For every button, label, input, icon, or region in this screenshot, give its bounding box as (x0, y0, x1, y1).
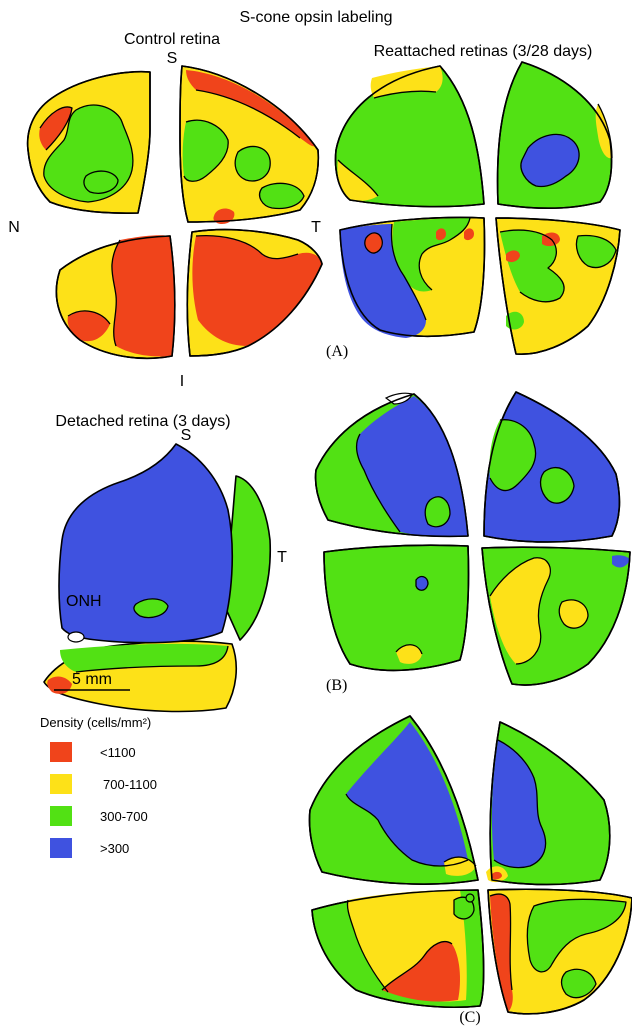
reattached-c-petal-bottom-right (487, 888, 632, 1015)
reattached-c-petal-bottom-left (311, 889, 485, 1008)
reattached-retina-a-map (334, 61, 621, 355)
legend-label-blue: >300 (100, 841, 129, 856)
onh-label: ONH (66, 593, 102, 610)
control-petal-top-right (179, 65, 320, 224)
reattached-b-petal-bottom-right (481, 546, 631, 686)
reattached-b-petal-top-right (483, 391, 621, 543)
detached-retina-label: Detached retina (3 days) (55, 413, 230, 430)
legend-label-green: 300-700 (100, 809, 148, 824)
control-petal-bottom-left (55, 235, 176, 360)
figure-title: S-cone opsin labeling (240, 9, 393, 26)
legend-label-red: <1100 (100, 745, 136, 760)
orient-superior-detached: S (181, 427, 192, 444)
detached-retina-map (43, 443, 272, 713)
legend-swatch-blue (50, 838, 72, 858)
reattached-retina-c-map (308, 715, 632, 1015)
legend-swatch-green (50, 806, 72, 826)
legend-swatch-yellow (50, 774, 72, 794)
legend-label-yellow: 700-1100 (103, 777, 157, 792)
orient-temporal-control: T (311, 219, 321, 236)
reattached-retina-b-map (314, 391, 631, 686)
control-retina-map (26, 65, 323, 360)
reattached-retinas-label: Reattached retinas (3/28 days) (374, 43, 593, 60)
panel-label-a: (A) (326, 343, 348, 360)
reattached-a-petal-bottom-right (495, 217, 621, 355)
panel-label-b: (B) (326, 677, 347, 694)
reattached-a-petal-bottom-left (339, 216, 486, 338)
reattached-a-petal-top-right (496, 61, 613, 210)
legend-title: Density (cells/mm²) (40, 715, 151, 730)
reattached-a-petal-top-left (334, 65, 485, 208)
orient-superior-control: S (167, 50, 178, 67)
reattached-c-petal-top-right (486, 721, 611, 886)
scale-bar: 5 mm (54, 671, 130, 691)
density-legend: Density (cells/mm²) <1100 700-1100 300-7… (40, 715, 157, 858)
orient-inferior-control: I (180, 373, 184, 390)
legend-swatch-red (50, 742, 72, 762)
panel-label-c: (C) (459, 1009, 480, 1026)
orient-nasal-control: N (8, 219, 20, 236)
control-petal-bottom-right (186, 228, 323, 357)
reattached-b-petal-top-left (314, 392, 469, 538)
reattached-b-petal-bottom-left (323, 544, 470, 672)
orient-temporal-detached: T (277, 549, 287, 566)
control-retina-label: Control retina (124, 31, 220, 48)
reattached-c-petal-top-left (308, 715, 479, 885)
control-petal-top-left (26, 70, 151, 214)
scale-bar-label: 5 mm (72, 671, 112, 688)
